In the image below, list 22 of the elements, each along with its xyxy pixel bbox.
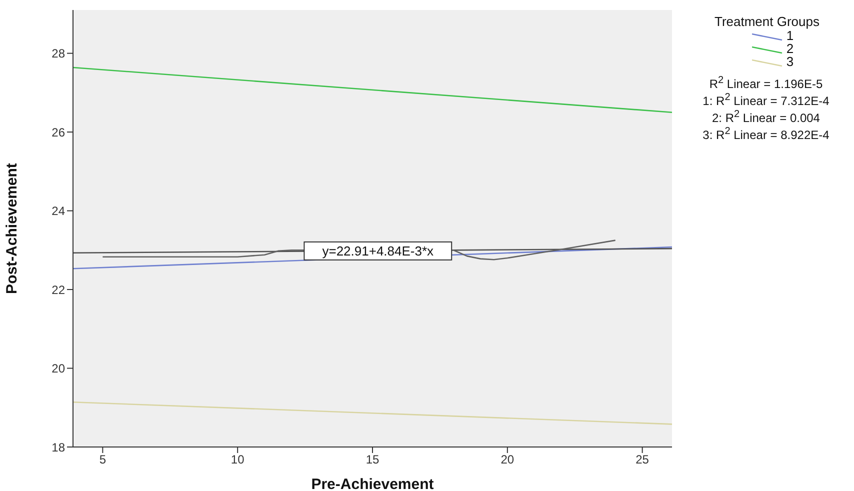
text: 2: R$^{2}$ Linear = 0.004 xyxy=(711,108,821,125)
y-tick-label: 20 xyxy=(52,362,66,376)
legend-title: Treatment Groups xyxy=(713,14,820,29)
y-tick-label: 26 xyxy=(52,125,66,140)
legend-label: 1 xyxy=(786,28,794,43)
x-tick-label: 20 xyxy=(500,452,514,467)
y-tick-label: 28 xyxy=(52,46,66,61)
y-tick-label: 24 xyxy=(52,204,66,218)
text: 1: R$^{2}$ Linear = 7.312E-4 xyxy=(702,91,830,108)
x-tick-label: 10 xyxy=(230,452,245,467)
x-tick-label: 25 xyxy=(636,452,650,467)
y-axis-title: Post-Achievement xyxy=(3,163,20,294)
text: R$^{2}$ Linear = 1.196E-5 xyxy=(708,74,824,91)
x-tick-label: 5 xyxy=(99,452,106,467)
x-tick-label: 15 xyxy=(366,452,380,467)
annotation: y=22.91+4.84E-3*x xyxy=(322,243,434,258)
y-tick-label: 22 xyxy=(52,282,66,297)
legend-label: 3 xyxy=(786,54,794,69)
text: 3: R$^{2}$ Linear = 8.922E-4 xyxy=(702,125,830,142)
x-axis-title: Pre-Achievement xyxy=(311,476,434,491)
legend-label: 2 xyxy=(786,41,794,56)
y-tick-label: 18 xyxy=(52,440,66,454)
